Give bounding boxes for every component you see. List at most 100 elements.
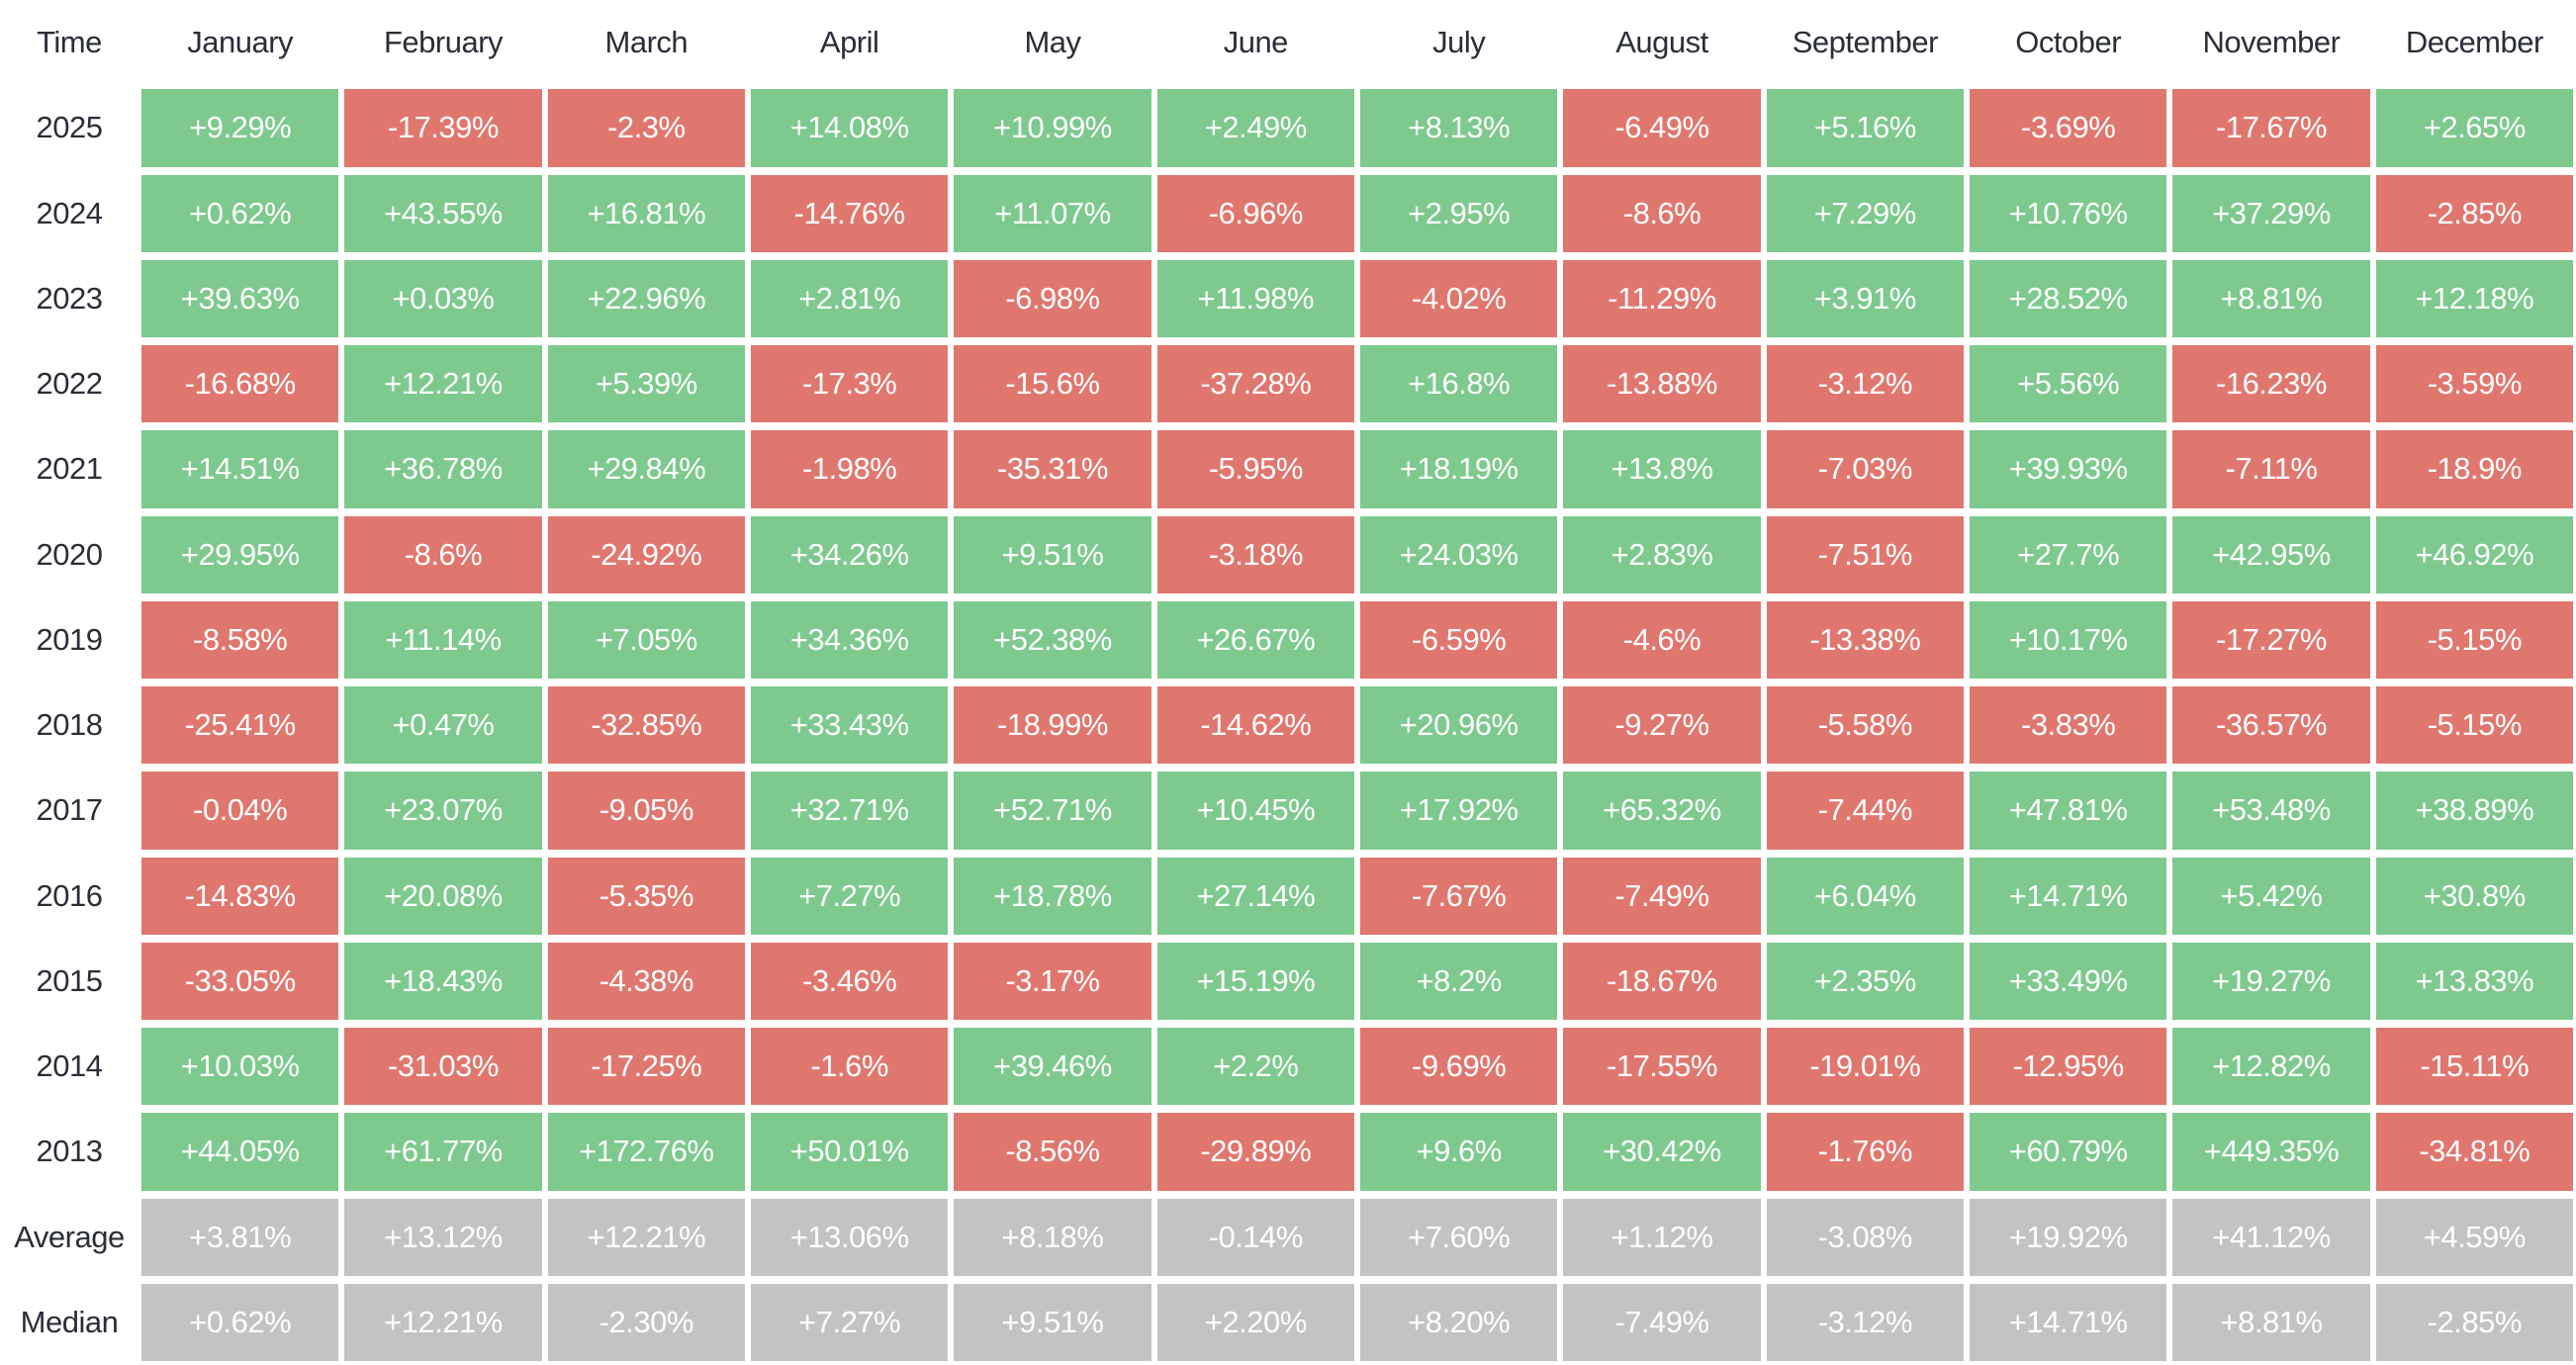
return-cell-wrap: +5.56% bbox=[1967, 341, 2169, 426]
return-cell-wrap: -5.95% bbox=[1154, 426, 1357, 511]
return-cell-wrap: +14.51% bbox=[138, 426, 341, 511]
return-cell-wrap: -9.69% bbox=[1357, 1024, 1560, 1109]
return-cell-wrap: -7.44% bbox=[1764, 768, 1967, 853]
return-cell-2013-february: +61.77% bbox=[344, 1113, 542, 1191]
return-cell-2014-april: -1.6% bbox=[750, 1028, 949, 1106]
column-header-february: February bbox=[383, 25, 504, 60]
return-cell-2023-may: -6.98% bbox=[954, 259, 1151, 337]
return-cell-2020-march: -24.92% bbox=[547, 515, 745, 593]
return-cell-wrap: -6.96% bbox=[1154, 171, 1357, 256]
return-cell-2021-november: -7.11% bbox=[2172, 430, 2370, 508]
return-cell-2013-march: +172.76% bbox=[547, 1113, 745, 1191]
return-cell-wrap: -7.49% bbox=[1560, 854, 1763, 939]
return-cell-2014-august: -17.55% bbox=[1563, 1028, 1761, 1106]
row-label-2018: 2018 bbox=[36, 707, 103, 743]
return-cell-wrap: +0.62% bbox=[138, 171, 341, 256]
return-cell-wrap: -3.18% bbox=[1154, 512, 1357, 597]
return-cell-wrap: +16.81% bbox=[545, 171, 748, 256]
return-cell-2021-january: +14.51% bbox=[141, 430, 339, 508]
return-cell-2016-august: -7.49% bbox=[1563, 857, 1761, 935]
return-cell-2021-april: -1.98% bbox=[750, 430, 949, 508]
return-cell-wrap: +30.8% bbox=[2373, 854, 2576, 939]
return-cell-2023-november: +8.81% bbox=[2172, 259, 2370, 337]
return-cell-wrap: +39.46% bbox=[951, 1024, 1153, 1109]
row-label-2025: 2025 bbox=[36, 110, 103, 145]
return-cell-wrap: -1.76% bbox=[1764, 1109, 1967, 1194]
return-cell-wrap: +5.16% bbox=[1764, 85, 1967, 170]
return-cell-wrap: +33.49% bbox=[1967, 939, 2169, 1024]
row-label-2021: 2021 bbox=[36, 451, 103, 487]
return-cell-wrap: -32.85% bbox=[545, 682, 748, 768]
return-cell-2015-august: -18.67% bbox=[1563, 942, 1761, 1020]
return-cell-2019-may: +52.38% bbox=[954, 600, 1151, 679]
row-label-2015: 2015 bbox=[36, 962, 103, 998]
return-cell-2020-july: +24.03% bbox=[1359, 515, 1558, 593]
return-cell-wrap: +65.32% bbox=[1560, 768, 1763, 853]
return-cell-average-june: -0.14% bbox=[1156, 1198, 1354, 1276]
return-cell-wrap: -31.03% bbox=[341, 1024, 544, 1109]
return-cell-wrap: +20.08% bbox=[341, 854, 544, 939]
return-cell-wrap: +52.38% bbox=[951, 597, 1153, 682]
return-cell-wrap: -4.6% bbox=[1560, 597, 1763, 682]
return-cell-2017-may: +52.71% bbox=[954, 772, 1151, 850]
return-cell-2023-september: +3.91% bbox=[1766, 259, 1964, 337]
return-cell-wrap: -0.14% bbox=[1154, 1195, 1357, 1280]
return-cell-wrap: -14.83% bbox=[138, 854, 341, 939]
return-cell-average-february: +13.12% bbox=[344, 1198, 542, 1276]
column-header-march: March bbox=[604, 25, 689, 60]
return-cell-2025-may: +10.99% bbox=[954, 89, 1151, 167]
return-cell-average-november: +41.12% bbox=[2172, 1198, 2370, 1276]
return-cell-2022-may: -15.6% bbox=[954, 345, 1151, 423]
return-cell-average-october: +19.92% bbox=[1969, 1198, 2167, 1276]
return-cell-wrap: -7.11% bbox=[2169, 426, 2372, 511]
return-cell-2016-january: -14.83% bbox=[141, 857, 339, 935]
return-cell-2016-july: -7.67% bbox=[1359, 857, 1558, 935]
return-cell-wrap: -16.68% bbox=[138, 341, 341, 426]
return-cell-wrap: -18.67% bbox=[1560, 939, 1763, 1024]
return-cell-2025-september: +5.16% bbox=[1766, 89, 1964, 167]
return-cell-wrap: -6.59% bbox=[1357, 597, 1560, 682]
return-cell-2015-september: +2.35% bbox=[1766, 942, 1964, 1020]
return-cell-average-april: +13.06% bbox=[750, 1198, 949, 1276]
return-cell-2014-february: -31.03% bbox=[344, 1028, 542, 1106]
return-cell-2019-december: -5.15% bbox=[2375, 600, 2573, 679]
column-header-april: April bbox=[819, 25, 879, 60]
return-cell-2022-september: -3.12% bbox=[1766, 345, 1964, 423]
return-cell-wrap: -12.95% bbox=[1967, 1024, 2169, 1109]
return-cell-2015-january: -33.05% bbox=[141, 942, 339, 1020]
return-cell-2018-august: -9.27% bbox=[1563, 686, 1761, 765]
return-cell-2024-may: +11.07% bbox=[954, 174, 1151, 252]
return-cell-2016-december: +30.8% bbox=[2375, 857, 2573, 935]
return-cell-2019-november: -17.27% bbox=[2172, 600, 2370, 679]
return-cell-2018-september: -5.58% bbox=[1766, 686, 1964, 765]
return-cell-2021-march: +29.84% bbox=[547, 430, 745, 508]
return-cell-wrap: +29.95% bbox=[138, 512, 341, 597]
time-column-header: Time bbox=[37, 25, 102, 60]
return-cell-2019-march: +7.05% bbox=[547, 600, 745, 679]
return-cell-wrap: -9.05% bbox=[545, 768, 748, 853]
return-cell-2014-march: -17.25% bbox=[547, 1028, 745, 1106]
return-cell-wrap: +13.12% bbox=[341, 1195, 544, 1280]
return-cell-wrap: +33.43% bbox=[748, 682, 951, 768]
row-label-2020: 2020 bbox=[36, 536, 103, 572]
return-cell-wrap: +13.83% bbox=[2373, 939, 2576, 1024]
return-cell-wrap: -29.89% bbox=[1154, 1109, 1357, 1194]
return-cell-2014-may: +39.46% bbox=[954, 1028, 1151, 1106]
return-cell-2024-april: -14.76% bbox=[750, 174, 949, 252]
return-cell-median-march: -2.30% bbox=[547, 1283, 745, 1361]
return-cell-wrap: +2.20% bbox=[1154, 1280, 1357, 1365]
return-cell-wrap: -8.6% bbox=[341, 512, 544, 597]
return-cell-2023-march: +22.96% bbox=[547, 259, 745, 337]
return-cell-2013-december: -34.81% bbox=[2375, 1113, 2573, 1191]
return-cell-2021-september: -7.03% bbox=[1766, 430, 1964, 508]
return-cell-2014-september: -19.01% bbox=[1766, 1028, 1964, 1106]
return-cell-wrap: +20.96% bbox=[1357, 682, 1560, 768]
return-cell-wrap: +39.63% bbox=[138, 256, 341, 341]
column-header-may: May bbox=[1024, 25, 1081, 60]
return-cell-2020-december: +46.92% bbox=[2375, 515, 2573, 593]
return-cell-average-december: +4.59% bbox=[2375, 1198, 2573, 1276]
return-cell-2017-july: +17.92% bbox=[1359, 772, 1558, 850]
return-cell-2016-november: +5.42% bbox=[2172, 857, 2370, 935]
